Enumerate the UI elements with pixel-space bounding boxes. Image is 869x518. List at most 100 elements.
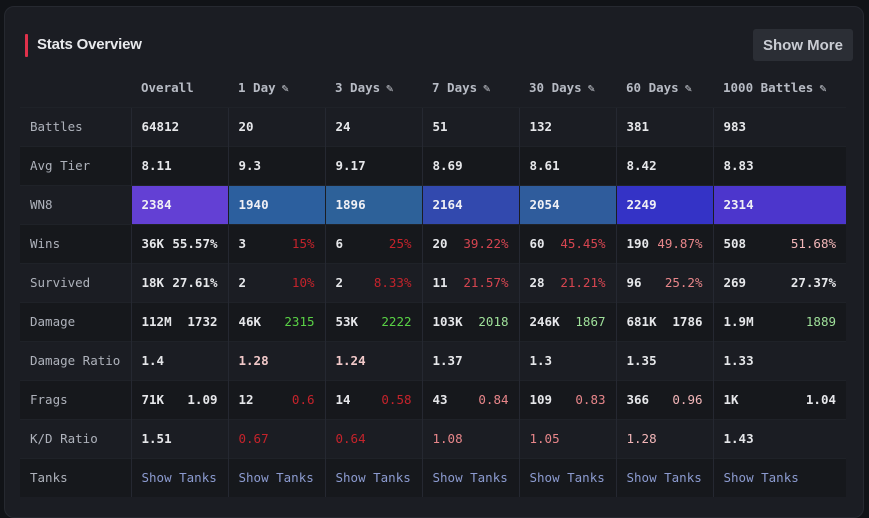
avg-frags: 0.6 <box>291 392 315 407</box>
survival-rate: 10% <box>291 275 315 290</box>
column-header-1-day: 1 Day ✎ <box>238 80 289 96</box>
row-frags: Frags 71K 1.09 12 0.6 14 0.58 43 0.84 109 0.8… <box>20 379 846 419</box>
kd-ratio-cell: 1.08 <box>421 418 519 458</box>
edit-pencil-icon[interactable]: ✎ <box>684 81 692 96</box>
show-tanks-link[interactable]: Show Tanks <box>432 470 508 486</box>
avg-damage: 2222 <box>381 314 412 329</box>
survived-cell: 2 10% <box>227 262 325 302</box>
edit-pencil-icon[interactable]: ✎ <box>483 81 491 96</box>
kd-ratio-cell: 1.05 <box>518 418 616 458</box>
card-title: Stats Overview <box>37 36 142 53</box>
kd-ratio-cell: 0.64 <box>324 418 422 458</box>
edit-pencil-icon[interactable]: ✎ <box>587 81 595 96</box>
survival-rate: 27.61% <box>172 275 218 290</box>
avg-tier-cell: 8.42 <box>615 145 713 185</box>
kd-ratio-cell: 0.67 <box>227 418 325 458</box>
avg-damage: 1732 <box>187 314 218 329</box>
win-rate: 55.57% <box>172 236 218 251</box>
avg-tier-cell: 8.11 <box>130 145 228 185</box>
wn8-cell: 2384 <box>130 184 228 224</box>
win-rate: 15% <box>291 236 315 251</box>
show-tanks-link[interactable]: Show Tanks <box>529 470 605 486</box>
wn8-cell: 2314 <box>712 184 846 224</box>
row-label: Avg Tier <box>20 145 131 185</box>
wn8-cell: 2054 <box>518 184 616 224</box>
battles-cell: 381 <box>615 106 713 146</box>
column-header-7-days: 7 Days ✎ <box>432 80 491 96</box>
avg-tier-cell: 8.61 <box>518 145 616 185</box>
avg-frags: 0.58 <box>381 392 412 407</box>
column-header-30-days: 30 Days ✎ <box>529 80 595 96</box>
damage-ratio-cell: 1.33 <box>712 340 846 380</box>
row-label: Damage Ratio <box>20 340 131 380</box>
avg-frags: 0.84 <box>478 392 509 407</box>
wins-cell: 6 25% <box>324 223 422 263</box>
avg-tier-cell: 8.69 <box>421 145 519 185</box>
edit-pencil-icon[interactable]: ✎ <box>819 81 827 96</box>
column-header-60-days: 60 Days ✎ <box>626 80 692 96</box>
win-rate: 49.87% <box>657 236 703 251</box>
survived-cell: 2 8.33% <box>324 262 422 302</box>
survival-rate: 25.2% <box>664 275 703 290</box>
row-damage: Damage 112M 1732 46K 2315 53K 2222 103K 2018… <box>20 301 846 341</box>
kd-ratio-cell: 1.51 <box>130 418 228 458</box>
avg-damage: 1889 <box>805 314 836 329</box>
frags-cell: 14 0.58 <box>324 379 422 419</box>
damage-cell: 246K 1867 <box>518 301 616 341</box>
kd-ratio-cell: 1.43 <box>712 418 846 458</box>
wn8-cell: 1896 <box>324 184 422 224</box>
row-avg-tier: Avg Tier 8.11 9.3 9.17 8.69 8.61 8.42 8.… <box>20 145 846 185</box>
row-label: Wins <box>20 223 131 263</box>
avg-damage: 1786 <box>672 314 703 329</box>
row-label: WN8 <box>20 184 131 224</box>
frags-cell: 366 0.96 <box>615 379 713 419</box>
survival-rate: 8.33% <box>373 275 412 290</box>
column-header-overall: Overall <box>141 80 194 96</box>
show-tanks-link[interactable]: Show Tanks <box>335 470 411 486</box>
damage-cell: 103K 2018 <box>421 301 519 341</box>
edit-pencil-icon[interactable]: ✎ <box>386 81 394 96</box>
damage-ratio-cell: 1.35 <box>615 340 713 380</box>
damage-cell: 46K 2315 <box>227 301 325 341</box>
damage-cell: 53K 2222 <box>324 301 422 341</box>
edit-pencil-icon[interactable]: ✎ <box>281 81 289 96</box>
survived-cell: 11 21.57% <box>421 262 519 302</box>
battles-cell: 51 <box>421 106 519 146</box>
damage-ratio-cell: 1.24 <box>324 340 422 380</box>
row-tanks: Tanks Show Tanks Show Tanks Show Tanks S… <box>20 457 846 497</box>
show-tanks-link[interactable]: Show Tanks <box>141 470 217 486</box>
win-rate: 39.22% <box>463 236 509 251</box>
survived-cell: 18K 27.61% <box>130 262 228 302</box>
column-header-3-days: 3 Days ✎ <box>335 80 394 96</box>
wins-cell: 36K 55.57% <box>130 223 228 263</box>
survived-cell: 269 27.37% <box>712 262 846 302</box>
damage-ratio-cell: 1.3 <box>518 340 616 380</box>
survived-cell: 28 21.21% <box>518 262 616 302</box>
row-kd-ratio: K/D Ratio 1.51 0.67 0.64 1.08 1.05 1.28 … <box>20 418 846 458</box>
damage-ratio-cell: 1.37 <box>421 340 519 380</box>
wins-cell: 20 39.22% <box>421 223 519 263</box>
frags-cell: 43 0.84 <box>421 379 519 419</box>
avg-frags: 1.09 <box>187 392 218 407</box>
wins-cell: 190 49.87% <box>615 223 713 263</box>
show-more-button[interactable]: Show More <box>753 29 853 61</box>
win-rate: 51.68% <box>790 236 836 251</box>
survival-rate: 27.37% <box>790 275 836 290</box>
battles-cell: 20 <box>227 106 325 146</box>
kd-ratio-cell: 1.28 <box>615 418 713 458</box>
row-label: K/D Ratio <box>20 418 131 458</box>
avg-frags: 1.04 <box>805 392 836 407</box>
avg-tier-cell: 9.17 <box>324 145 422 185</box>
row-wins: Wins 36K 55.57% 3 15% 6 25% 20 39.22% 60 45.4… <box>20 223 846 263</box>
wn8-cell: 2164 <box>421 184 519 224</box>
row-label: Tanks <box>20 457 131 497</box>
show-tanks-link[interactable]: Show Tanks <box>723 470 799 486</box>
row-damage-ratio: Damage Ratio 1.4 1.28 1.24 1.37 1.3 1.35… <box>20 340 846 380</box>
damage-cell: 681K 1786 <box>615 301 713 341</box>
damage-ratio-cell: 1.28 <box>227 340 325 380</box>
table-header-row: Overall 1 Day ✎ 3 Days ✎ 7 Days ✎ 30 Days ✎ … <box>20 69 846 107</box>
show-tanks-link[interactable]: Show Tanks <box>238 470 314 486</box>
frags-cell: 109 0.83 <box>518 379 616 419</box>
frags-cell: 71K 1.09 <box>130 379 228 419</box>
show-tanks-link[interactable]: Show Tanks <box>626 470 702 486</box>
